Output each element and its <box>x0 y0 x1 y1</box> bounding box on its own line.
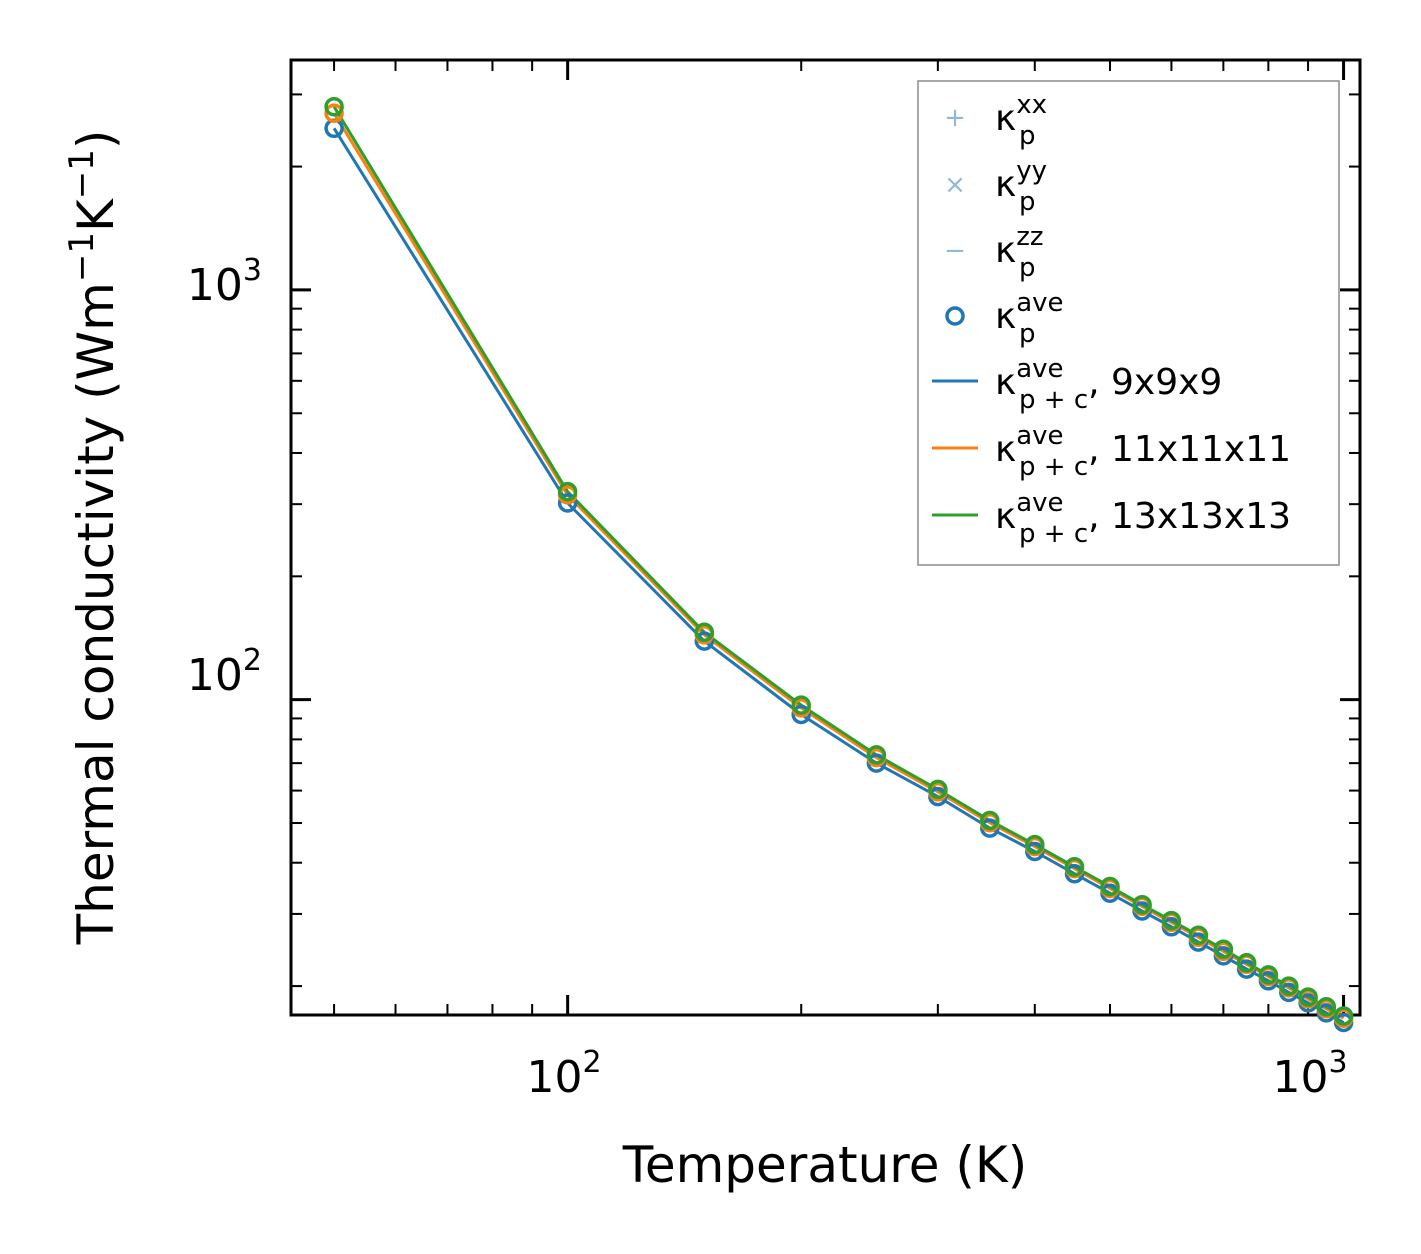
data-point-13x13x13-400 <box>1025 834 1045 855</box>
data-point-13x13x13-350 <box>980 810 1000 831</box>
legend-label-9x9x9: κave p + c, 9x9x9 <box>995 354 1222 415</box>
data-point-13x13x13-100 <box>557 481 578 502</box>
y-tick-labels: 102 103 <box>187 253 262 701</box>
x-tick-label-1000: 103 <box>1272 1045 1347 1103</box>
data-point-13x13x13-150 <box>694 622 715 643</box>
data-point-13x13x13-800 <box>1258 965 1279 985</box>
x-tick-labels: 102 103 <box>526 1045 1347 1103</box>
data-point-13x13x13-200 <box>791 695 811 715</box>
series-line-9x9x9 <box>332 127 1345 1024</box>
data-point-13x13x13-600 <box>1161 910 1182 931</box>
data-point-11x11x11-50 <box>324 103 344 123</box>
data-point-13x13x13-750 <box>1236 953 1257 973</box>
data-point-13x13x13-700 <box>1213 939 1234 959</box>
data-point-13x13x13-500 <box>1100 876 1120 897</box>
legend-label-kave: κave p <box>995 288 1064 349</box>
legend-label-13x13x13: κave p + c, 13x13x13 <box>995 488 1291 549</box>
series-markers <box>324 96 1354 1033</box>
data-point-13x13x13-900 <box>1298 987 1318 1007</box>
data-point-13x13x13-550 <box>1132 894 1152 915</box>
data-point-13x13x13-1000 <box>1333 1006 1354 1026</box>
legend-marker-kave <box>945 306 965 326</box>
legend-label-kxx: κxx p <box>995 90 1047 151</box>
data-point-13x13x13-250 <box>866 745 887 765</box>
legend-label-11x11x11: κave p + c, 11x11x11 <box>995 421 1291 482</box>
legend-frame <box>917 80 1340 566</box>
y-tick-label-100: 102 <box>187 643 262 701</box>
data-point-9x9x9-200 <box>791 704 811 725</box>
data-point-13x13x13-950 <box>1316 997 1337 1017</box>
data-point-13x13x13-650 <box>1188 925 1209 946</box>
legend-marker-kyy: × <box>944 170 966 200</box>
legend-marker-kxx: + <box>944 103 966 133</box>
plot-frame <box>289 58 1362 1017</box>
y-axis-label: Thermal conductivity (Wm−1K−1) <box>62 130 125 946</box>
y-tick-label-1000: 103 <box>187 253 262 311</box>
data-point-9x9x9-100 <box>557 493 578 513</box>
data-point-13x13x13-50 <box>324 96 344 117</box>
data-point-13x13x13-850 <box>1279 976 1299 996</box>
x-axis-label: Temperature (K) <box>622 1136 1027 1194</box>
data-point-13x13x13-300 <box>928 779 948 800</box>
legend-label-kyy: κyy p <box>995 156 1047 217</box>
data-point-13x13x13-450 <box>1064 857 1085 877</box>
legend-label-kzz: κzz p <box>995 222 1044 283</box>
x-tick-label-100: 102 <box>526 1045 601 1103</box>
legend-marker-kzz: − <box>944 236 966 266</box>
data-point-9x9x9-150 <box>694 631 715 651</box>
legend: + κxx p × κyy p − κzz p κave p κave p + c, 9x… <box>917 80 1340 566</box>
